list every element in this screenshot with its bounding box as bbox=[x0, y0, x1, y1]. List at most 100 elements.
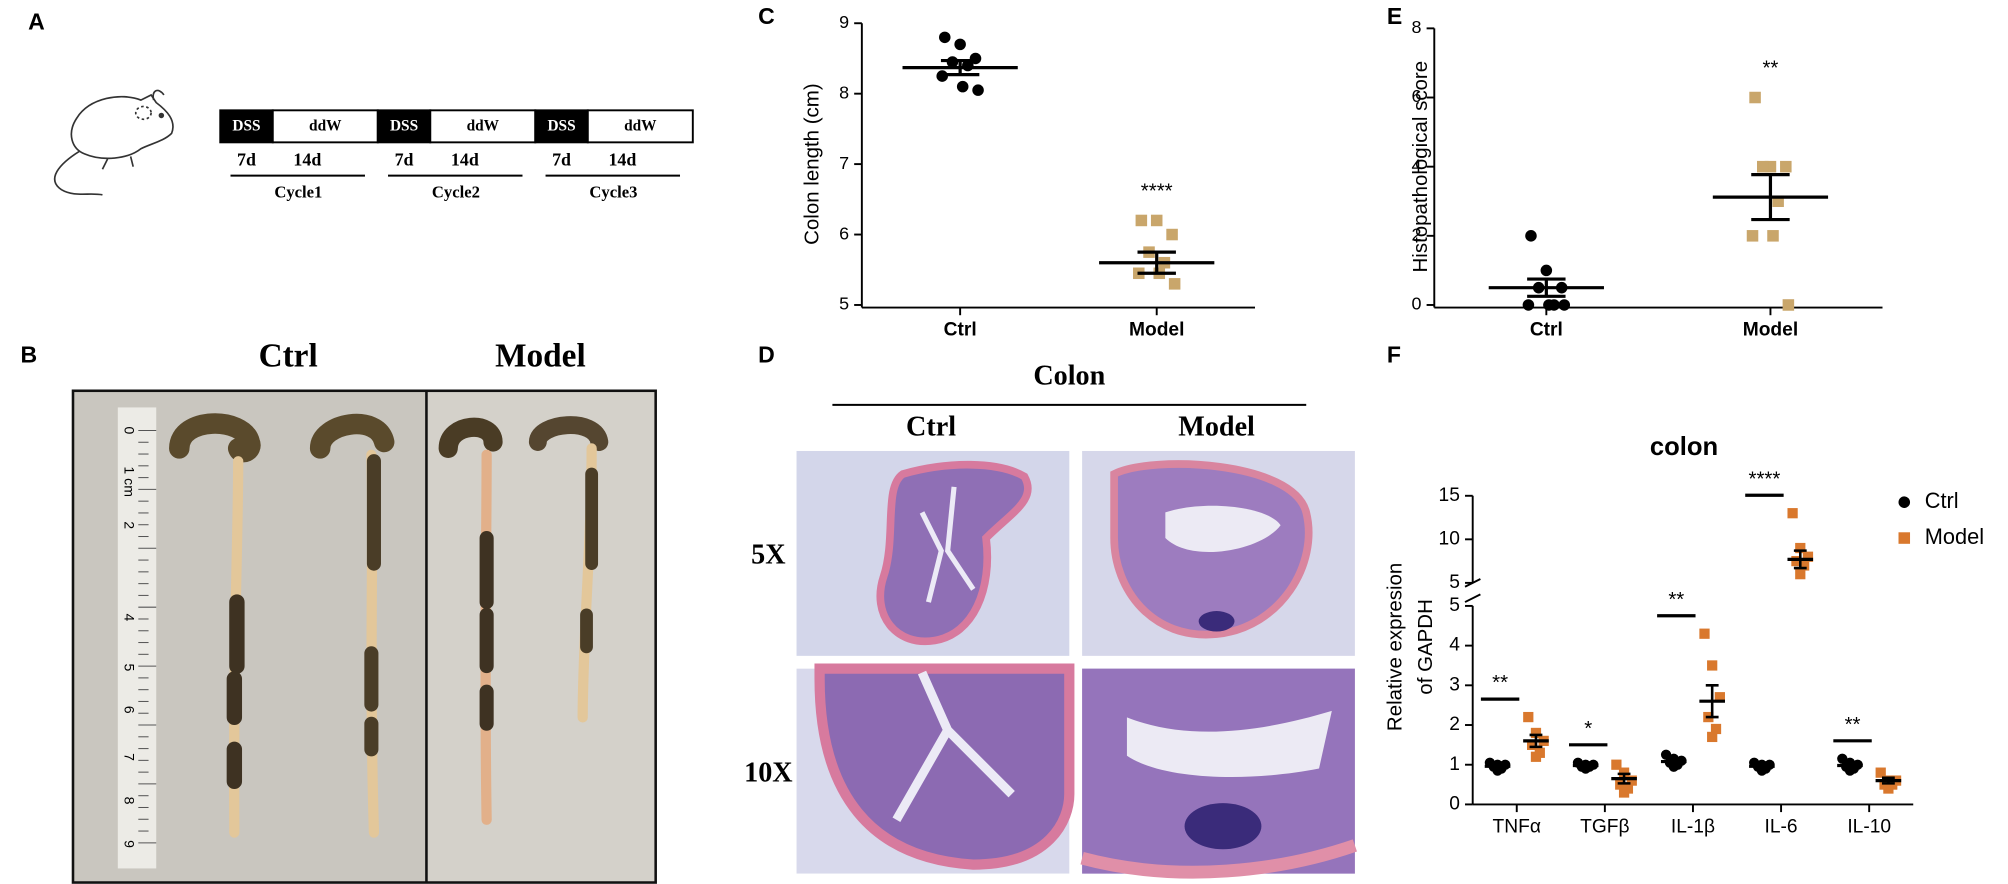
significance: ** bbox=[1492, 671, 1508, 694]
data-point bbox=[1799, 560, 1810, 571]
y-axis-label: Relative expresion bbox=[1383, 563, 1406, 731]
schedule-label: ddW bbox=[624, 118, 657, 135]
mouse-drawing bbox=[54, 89, 174, 196]
data-point bbox=[1168, 278, 1181, 290]
data-point bbox=[939, 31, 951, 44]
x-tick-label: IL-6 bbox=[1765, 817, 1798, 838]
panel-label: A bbox=[28, 8, 45, 34]
data-point bbox=[1795, 569, 1806, 580]
schedule-day: 7d bbox=[552, 150, 571, 170]
x-tick-label: IL-10 bbox=[1847, 817, 1891, 838]
data-point bbox=[1611, 759, 1622, 770]
data-point bbox=[1875, 767, 1886, 778]
ruler-label: 1 cm bbox=[121, 466, 137, 497]
y-tick-label: 6 bbox=[1412, 86, 1422, 106]
error-bar bbox=[1491, 763, 1504, 769]
data-point bbox=[1660, 749, 1672, 760]
schedule-segment bbox=[271, 109, 379, 144]
data-point bbox=[1787, 508, 1798, 519]
data-point bbox=[972, 84, 984, 96]
data-point bbox=[1764, 160, 1777, 173]
y-tick-label: 6 bbox=[839, 223, 849, 243]
error-bar bbox=[1529, 733, 1543, 749]
panel-label: B bbox=[20, 341, 37, 367]
data-point bbox=[1626, 775, 1637, 786]
data-point bbox=[1530, 727, 1542, 739]
data-point bbox=[1525, 230, 1537, 242]
data-point bbox=[1780, 160, 1792, 173]
data-point bbox=[1707, 660, 1718, 671]
data-point bbox=[1767, 230, 1779, 242]
y-tick-label: 4 bbox=[1412, 155, 1422, 175]
y-tick-label: 0 bbox=[1412, 294, 1422, 314]
y-tick-label: 8 bbox=[839, 82, 849, 102]
schedule-segment bbox=[429, 109, 537, 144]
panel-label: D bbox=[758, 341, 775, 367]
y-tick-label: 0 bbox=[1449, 793, 1460, 814]
schedule-label: ddW bbox=[467, 118, 500, 135]
legend-marker bbox=[1898, 532, 1911, 544]
y-tick-label: 1 bbox=[1449, 754, 1460, 775]
histology-row: 5X bbox=[751, 540, 785, 571]
histology-images bbox=[796, 450, 1357, 879]
data-point bbox=[1837, 753, 1848, 764]
data-point bbox=[1749, 91, 1761, 104]
legend-marker bbox=[1898, 496, 1911, 508]
cycle-label: Cycle2 bbox=[432, 182, 480, 201]
data-point bbox=[1772, 195, 1784, 208]
error-bar bbox=[1667, 758, 1681, 765]
y-tick-label: 15 bbox=[1439, 485, 1460, 506]
error-bar bbox=[1881, 776, 1895, 785]
error-bar bbox=[1579, 763, 1593, 768]
y-axis-label: of GAPDH bbox=[1414, 599, 1437, 695]
data-point bbox=[1699, 628, 1710, 639]
data-point bbox=[1782, 299, 1795, 311]
ruler-label: 8 bbox=[121, 797, 137, 805]
schedule-day: 14d bbox=[451, 150, 479, 170]
error-bar bbox=[1617, 772, 1631, 785]
ruler-label: 9 bbox=[121, 840, 137, 848]
schedule-label: ddW bbox=[309, 118, 342, 135]
panel-label: C bbox=[758, 3, 775, 29]
histology-title: Colon bbox=[1033, 360, 1105, 391]
data-point bbox=[1135, 214, 1148, 227]
x-tick-label: IL-1β bbox=[1671, 817, 1715, 838]
data-point bbox=[1710, 723, 1722, 735]
y-tick-label: 9 bbox=[839, 12, 849, 32]
schedule-segment bbox=[586, 109, 694, 144]
legend-label: Ctrl bbox=[1925, 488, 1959, 513]
data-point bbox=[1530, 751, 1542, 762]
schedule-day: 14d bbox=[293, 150, 321, 170]
colon-photo bbox=[71, 389, 657, 884]
schedule-label: DSS bbox=[390, 118, 418, 135]
histology-column: Ctrl bbox=[906, 412, 956, 443]
schedule-label: DSS bbox=[232, 118, 260, 135]
data-point bbox=[1527, 739, 1538, 750]
data-point bbox=[1883, 783, 1894, 794]
significance: ** bbox=[1845, 713, 1861, 736]
significance: ** bbox=[1762, 57, 1778, 80]
y-axis-label: Histopathological score bbox=[1409, 61, 1432, 273]
error-bar bbox=[1751, 173, 1790, 222]
schedule-segment bbox=[219, 109, 274, 144]
y-tick-label: 5 bbox=[1449, 595, 1460, 616]
cycle-label: Cycle1 bbox=[274, 182, 322, 201]
error-bar bbox=[1137, 250, 1176, 275]
ruler-label: 5 bbox=[121, 663, 137, 671]
error-bar bbox=[1705, 684, 1719, 719]
data-point bbox=[1150, 214, 1163, 227]
cycle-label: Cycle3 bbox=[589, 182, 637, 201]
y-tick-label: 5 bbox=[839, 294, 849, 314]
x-tick-label: Model bbox=[1129, 320, 1184, 341]
x-tick-label: Model bbox=[1743, 320, 1798, 341]
y-tick-label: 2 bbox=[1412, 225, 1422, 245]
x-tick-label: TGFβ bbox=[1580, 817, 1629, 838]
data-point bbox=[1802, 551, 1814, 562]
histology-row: 10X bbox=[744, 757, 793, 788]
ruler-label: 4 bbox=[121, 614, 137, 622]
error-bar bbox=[1843, 762, 1857, 769]
ruler-label: 0 bbox=[121, 427, 137, 435]
x-tick-label: TNFα bbox=[1493, 817, 1541, 838]
photo-header: Model bbox=[495, 337, 586, 374]
